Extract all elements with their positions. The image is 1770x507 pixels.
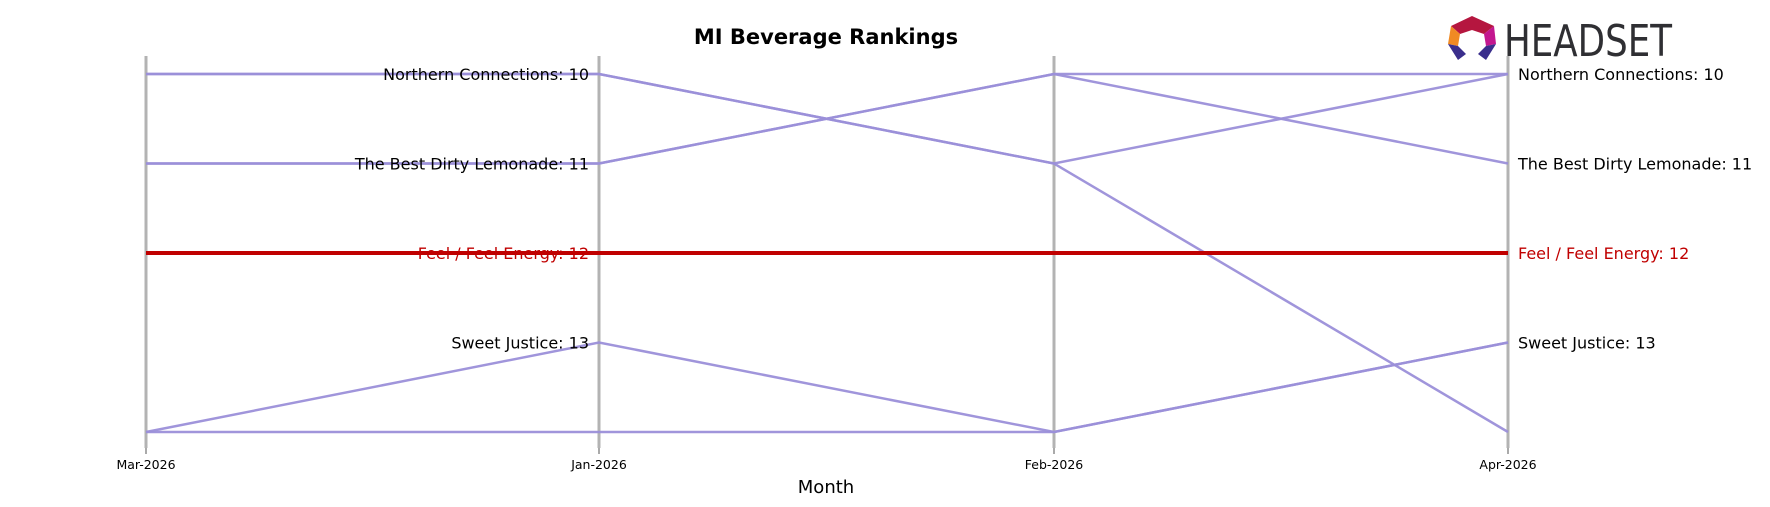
rank-label-left-0: Northern Connections: 10 <box>383 65 589 84</box>
series-line-unnamed-5 <box>146 72 1508 165</box>
series-line-sweet-justice <box>145 341 1509 434</box>
x-tick-labels: Mar-2026 Jan-2026 Feb-2026 Apr-2026 <box>116 448 1537 472</box>
rank-label-left-1: The Best Dirty Lemonade: 11 <box>354 155 589 174</box>
rank-label-right-3: Sweet Justice: 13 <box>1518 334 1656 353</box>
headset-logo: HEADSET <box>1448 16 1672 67</box>
x-axis-title: Month <box>798 477 854 498</box>
rank-labels: Northern Connections: 10 The Best Dirty L… <box>354 65 1752 353</box>
x-tick-label-3: Apr-2026 <box>1479 457 1536 472</box>
headset-logo-mark-icon <box>1448 16 1496 60</box>
rank-lines <box>145 72 1509 434</box>
rank-label-left-2: Feel / Feel Energy: 12 <box>418 244 589 263</box>
headset-logo-text: HEADSET <box>1504 16 1672 67</box>
rank-label-right-2: Feel / Feel Energy: 12 <box>1518 244 1689 263</box>
chart-title: MI Beverage Rankings <box>694 25 958 49</box>
rank-label-right-0: Northern Connections: 10 <box>1518 65 1724 84</box>
x-tick-label-2: Feb-2026 <box>1025 457 1084 472</box>
series-line-unnamed-4 <box>146 341 1509 434</box>
x-tick-label-1: Jan-2026 <box>570 457 627 472</box>
rank-label-right-1: The Best Dirty Lemonade: 11 <box>1517 155 1752 174</box>
rank-label-left-3: Sweet Justice: 13 <box>451 334 589 353</box>
x-tick-label-0: Mar-2026 <box>116 457 175 472</box>
